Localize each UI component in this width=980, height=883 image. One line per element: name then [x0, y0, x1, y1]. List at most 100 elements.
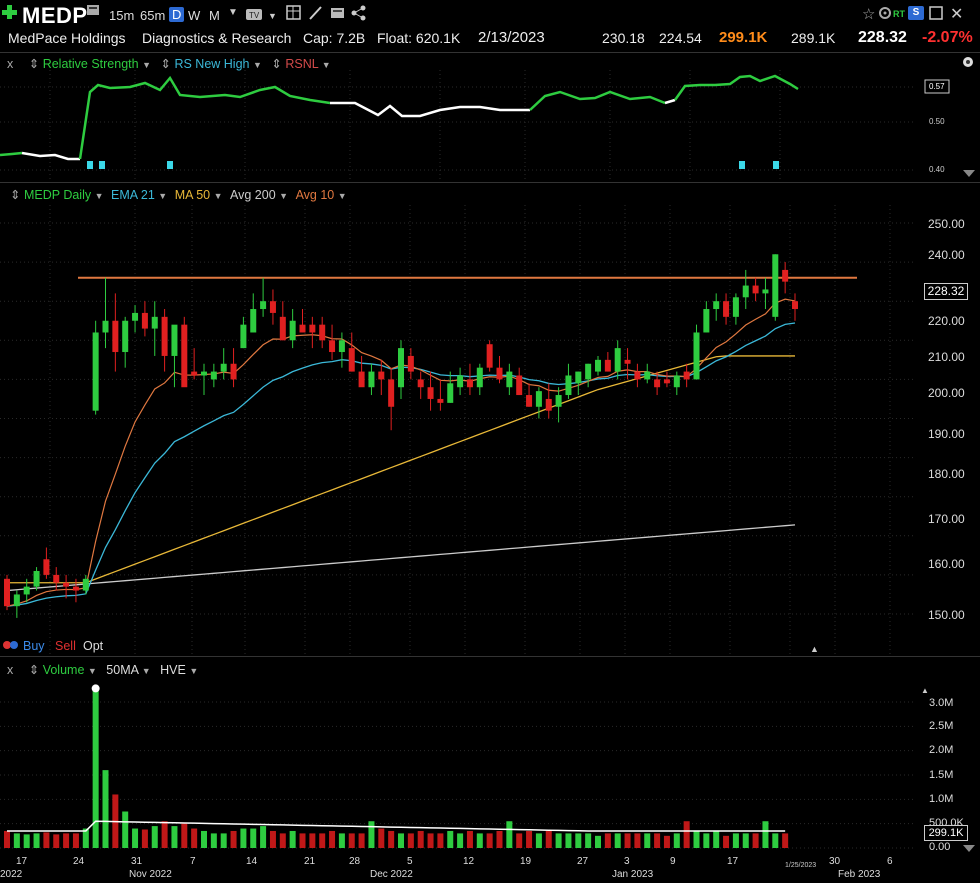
volume-bar: [427, 833, 434, 848]
volume-bar: [151, 826, 158, 848]
s-badge-icon[interactable]: S: [908, 6, 924, 20]
reorder-icon[interactable]: ⇕: [160, 57, 171, 71]
avg200-label[interactable]: Avg 200: [230, 188, 276, 202]
ma50-label[interactable]: MA 50: [174, 188, 211, 202]
expand-icon[interactable]: [929, 6, 943, 25]
candle-body: [201, 371, 207, 376]
dropdown-icon[interactable]: ▼: [158, 191, 168, 201]
dropdown-icon[interactable]: ▼: [321, 60, 331, 70]
rs-chart[interactable]: [0, 70, 980, 182]
volume-bar: [161, 821, 168, 848]
candle-body: [388, 379, 395, 407]
options-button[interactable]: Opt: [83, 639, 104, 653]
add-symbol-icon[interactable]: [2, 2, 17, 20]
candle-body: [575, 371, 582, 384]
dropdown-icon[interactable]: ▼: [337, 191, 347, 201]
tv-icon[interactable]: TV: [246, 8, 262, 26]
rs-label[interactable]: Relative Strength: [42, 57, 139, 71]
volume-bar: [663, 835, 670, 848]
candle-body: [427, 387, 434, 399]
scroll-arrow-icon[interactable]: [961, 842, 977, 860]
scroll-up-icon[interactable]: ▲: [810, 644, 819, 654]
x-tick: 30: [829, 856, 841, 867]
scroll-up-icon[interactable]: ▲: [921, 686, 929, 695]
close-icon[interactable]: ✕: [950, 6, 964, 23]
candle-body: [506, 371, 513, 388]
rs-panel-close-icon[interactable]: x: [7, 57, 14, 71]
dropdown-icon[interactable]: ▼: [141, 666, 151, 676]
candle-body: [132, 312, 139, 321]
candle-body: [565, 375, 572, 396]
buy-button[interactable]: Buy: [23, 639, 45, 653]
settings-icon[interactable]: [878, 6, 892, 25]
star-icon[interactable]: ☆: [862, 6, 876, 23]
rt-badge-icon[interactable]: RT: [893, 9, 905, 19]
volume-chart[interactable]: [0, 680, 980, 855]
ema21-label[interactable]: EMA 21: [111, 188, 155, 202]
scroll-arrow-icon[interactable]: [961, 167, 977, 185]
interval-weekly[interactable]: W: [188, 8, 201, 23]
dropdown-icon[interactable]: ▼: [142, 60, 151, 70]
interval-daily[interactable]: D: [169, 7, 185, 22]
chart-type-icon[interactable]: [86, 4, 100, 21]
reorder-icon[interactable]: ⇕: [28, 57, 40, 71]
news-icon[interactable]: [330, 5, 346, 26]
candle-body: [82, 578, 89, 591]
share-icon[interactable]: [351, 5, 367, 26]
volume-bar: [624, 833, 631, 848]
dropdown-icon[interactable]: ▼: [279, 191, 289, 201]
last-price: 228.32: [858, 29, 907, 46]
volume-bar: [279, 833, 286, 848]
draw-icon[interactable]: [308, 5, 324, 26]
interval-65m[interactable]: 65m: [140, 8, 166, 23]
volume-bar: [752, 833, 759, 848]
x-tick: 7: [190, 856, 196, 867]
volume-bar: [772, 833, 779, 848]
price-chart[interactable]: [0, 205, 980, 655]
price-tick-220: 220.00: [928, 314, 965, 328]
ticker-symbol[interactable]: MEDP: [22, 3, 88, 28]
volume-bar: [338, 833, 345, 848]
reorder-icon[interactable]: ⇕: [271, 57, 282, 71]
candle-body: [151, 316, 158, 329]
candle-body: [526, 395, 533, 407]
dropdown-icon[interactable]: ▼: [189, 666, 199, 676]
trade-icon[interactable]: [2, 638, 20, 657]
volume-bar: [398, 833, 404, 848]
dropdown-icon[interactable]: ▼: [213, 191, 223, 201]
candle-body: [63, 582, 70, 587]
panel-divider[interactable]: [0, 656, 980, 657]
dropdown-icon[interactable]: ▼: [87, 666, 97, 676]
sell-button[interactable]: Sell: [55, 639, 76, 653]
avg10-label[interactable]: Avg 10: [295, 188, 335, 202]
layout-icon[interactable]: [286, 5, 302, 26]
candle-body: [673, 375, 680, 388]
reorder-icon[interactable]: ⇕: [28, 663, 40, 677]
vol-50ma-label[interactable]: 50MA: [106, 663, 139, 677]
hve-label[interactable]: HVE: [160, 663, 186, 677]
settings-icon[interactable]: [961, 55, 975, 74]
industry[interactable]: Diagnostics & Research: [142, 30, 292, 46]
panel-divider[interactable]: [0, 182, 980, 183]
x-tick: 9: [670, 856, 676, 867]
volume-label[interactable]: Volume: [42, 663, 85, 677]
candle-body: [141, 312, 148, 329]
top-toolbar: MEDP 15m 65m D W M ▼ TV ▼ ☆ RT S ✕: [0, 0, 980, 28]
candle-body: [614, 348, 621, 372]
volume-panel-close-icon[interactable]: x: [7, 663, 14, 677]
rs-new-high-label[interactable]: RS New High: [174, 57, 250, 71]
candle-body: [732, 297, 739, 317]
dropdown-icon[interactable]: ▼: [268, 11, 277, 21]
x-tick: 21: [304, 856, 316, 867]
dropdown-icon[interactable]: ▼: [94, 191, 104, 201]
interval-monthly[interactable]: M: [209, 8, 220, 23]
volume-bar: [654, 833, 661, 848]
reorder-icon[interactable]: ⇕: [10, 188, 21, 202]
dropdown-icon[interactable]: ▼: [252, 60, 262, 70]
volume-bar: [53, 834, 60, 848]
interval-15m[interactable]: 15m: [109, 8, 135, 23]
rsnl-label[interactable]: RSNL: [285, 57, 319, 71]
medp-daily-label[interactable]: MEDP Daily: [23, 188, 92, 202]
interval-dropdown-icon[interactable]: ▼: [228, 7, 238, 18]
x-axis[interactable]: 17 24 31 7 14 21 28 5 12 19 27 3 9 17 1/…: [0, 853, 980, 883]
